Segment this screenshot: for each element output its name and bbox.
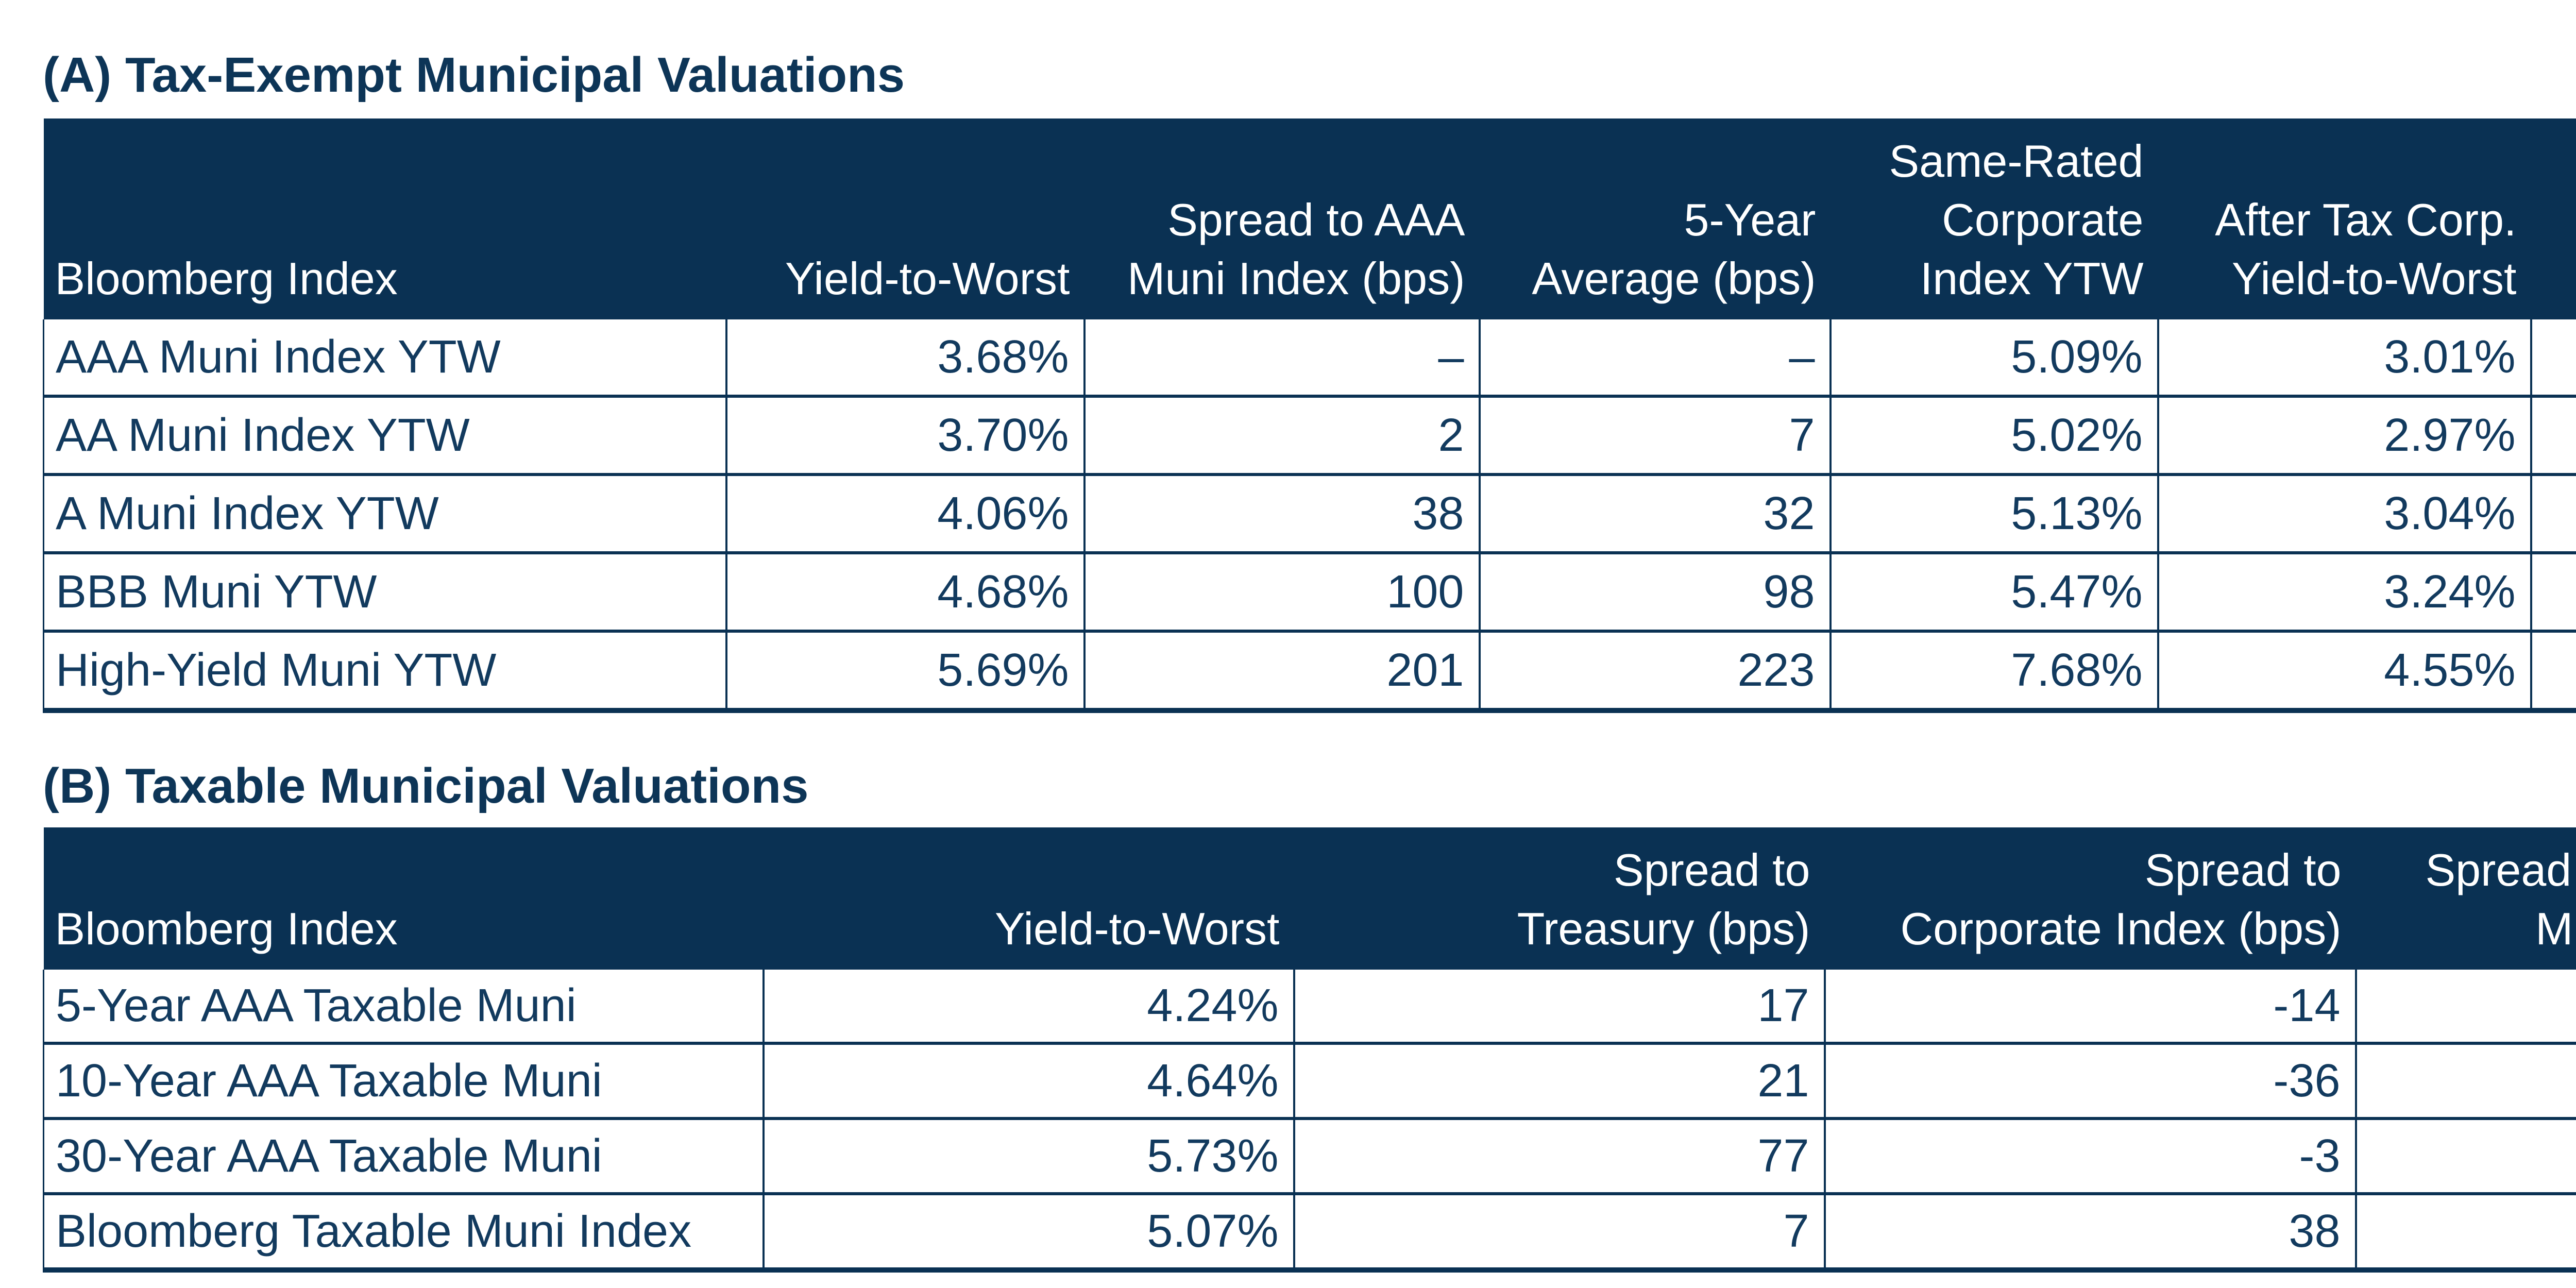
column-header-yield-to-worst: Yield-to-Worst [763, 827, 1294, 970]
table-cell: 119 [2354, 1118, 2576, 1195]
table-cell: 38 [1823, 1194, 2356, 1273]
table-row: 10-Year AAA Taxable Muni 4.64% 21 -36 14… [43, 1043, 2576, 1120]
table-cell: 223 [1478, 631, 1831, 713]
table-cell: -36 [1823, 1043, 2356, 1120]
row-label: AA Muni Index YTW [43, 396, 726, 476]
table-row: BBB Muni YTW 4.68% 100 98 5.47% 3.24% 14… [43, 553, 2576, 633]
column-header-after-tax-corp: After Tax Corp. Yield-to-Worst [2158, 118, 2531, 319]
table-cell: 4.06% [725, 474, 1084, 554]
table-cell: 5.73% [762, 1118, 1294, 1195]
table-cell: 5.13% [1829, 474, 2158, 554]
table-cell: 32 [1478, 474, 1831, 554]
table-cell: 114 [2530, 631, 2576, 713]
table-cell: 2.97% [2157, 396, 2531, 476]
row-label: A Muni Index YTW [43, 474, 726, 554]
table-cell: 73 [2530, 396, 2576, 476]
table-cell: 4.64% [762, 1043, 1294, 1120]
table-cell: 100 [1083, 553, 1480, 633]
table-cell: 124 [2354, 1194, 2576, 1273]
table-cell: 5.47% [1829, 553, 2158, 633]
table-cell: 98 [1478, 553, 1831, 633]
table-cell: 2 [1083, 396, 1480, 476]
table-cell: 3.24% [2157, 553, 2531, 633]
column-header-muni-after-tax-spread: Muni-After Tax Corporate Spread (bps) [2531, 118, 2576, 319]
row-label: BBB Muni YTW [43, 553, 726, 633]
table-cell: 154 [2354, 970, 2576, 1045]
tax-exempt-table-header: Bloomberg Index Yield-to-Worst Spread to… [43, 118, 2576, 319]
table-cell: 201 [1083, 631, 1480, 713]
table-cell: 146 [2354, 1043, 2576, 1120]
table-cell: 4.55% [2157, 631, 2531, 713]
row-label: High-Yield Muni YTW [43, 631, 726, 713]
table-row: Bloomberg Taxable Muni Index 5.07% 7 38 … [43, 1194, 2576, 1273]
table-cell: 5.07% [762, 1194, 1294, 1273]
column-header-bloomberg-index: Bloomberg Index [43, 827, 764, 970]
row-label: 5-Year AAA Taxable Muni [43, 970, 764, 1045]
table-cell: 7 [1478, 396, 1831, 476]
row-label: Bloomberg Taxable Muni Index [43, 1194, 764, 1273]
tax-exempt-valuations-table: Bloomberg Index Yield-to-Worst Spread to… [43, 118, 2576, 713]
column-header-spread-to-corporate: Spread to Corporate Index (bps) [1824, 827, 2356, 970]
header-row: Bloomberg Index Yield-to-Worst Spread to… [43, 827, 2576, 970]
column-header-spread-to-treasury: Spread to Treasury (bps) [1294, 827, 1825, 970]
table-row: AA Muni Index YTW 3.70% 2 7 5.02% 2.97% … [43, 396, 2576, 476]
table-cell: 38 [1083, 474, 1480, 554]
column-header-5-year-average: 5-Year Average (bps) [1479, 118, 1831, 319]
table-cell: -14 [1823, 970, 2356, 1045]
table-row: 30-Year AAA Taxable Muni 5.73% 77 -3 119 [43, 1118, 2576, 1195]
row-label: AAA Muni Index YTW [43, 319, 726, 398]
row-label: 10-Year AAA Taxable Muni [43, 1043, 764, 1120]
column-header-yield-to-worst: Yield-to-Worst [726, 118, 1084, 319]
table-cell: 7.68% [1829, 631, 2158, 713]
column-header-bloomberg-index: Bloomberg Index [43, 118, 726, 319]
table-row: AAA Muni Index YTW 3.68% – – 5.09% 3.01%… [43, 319, 2576, 398]
header-row: Bloomberg Index Yield-to-Worst Spread to… [43, 118, 2576, 319]
table-cell: 3.70% [725, 396, 1084, 476]
column-header-same-rated-corporate: Same-Rated Corporate Index YTW [1830, 118, 2158, 319]
table-cell: 3.04% [2157, 474, 2531, 554]
taxable-valuations-table: Bloomberg Index Yield-to-Worst Spread to… [43, 827, 2576, 1273]
table-cell: – [1478, 319, 1831, 398]
table-cell: 4.68% [725, 553, 1084, 633]
table-cell: 5.02% [1829, 396, 2158, 476]
table-cell: 17 [1293, 970, 1825, 1045]
table-row: A Muni Index YTW 4.06% 38 32 5.13% 3.04%… [43, 474, 2576, 554]
table-cell: 4.24% [762, 970, 1294, 1045]
table-cell: 5.09% [1829, 319, 2158, 398]
table-row: 5-Year AAA Taxable Muni 4.24% 17 -14 154 [43, 970, 2576, 1045]
table-cell: 7 [1293, 1194, 1825, 1273]
table-cell: 77 [1293, 1118, 1825, 1195]
table-cell: 3.01% [2157, 319, 2531, 398]
column-header-spread-to-tax-exempt: Spread to Tax-Exempt Muni Index (bps) [2355, 827, 2576, 970]
table-cell: – [1083, 319, 1480, 398]
table-cell: -3 [1823, 1118, 2356, 1195]
section-a-title: (A) Tax-Exempt Municipal Valuations [43, 47, 905, 103]
table-row: High-Yield Muni YTW 5.69% 201 223 7.68% … [43, 631, 2576, 713]
table-cell: 3.68% [725, 319, 1084, 398]
table-cell: 21 [1293, 1043, 1825, 1120]
table-cell: 67 [2530, 319, 2576, 398]
table-cell: 103 [2530, 474, 2576, 554]
section-b-title: (B) Taxable Municipal Valuations [43, 758, 809, 814]
taxable-table-header: Bloomberg Index Yield-to-Worst Spread to… [43, 827, 2576, 970]
row-label: 30-Year AAA Taxable Muni [43, 1118, 764, 1195]
column-header-spread-to-aaa: Spread to AAA Muni Index (bps) [1084, 118, 1480, 319]
table-cell: 144 [2530, 553, 2576, 633]
table-cell: 5.69% [725, 631, 1084, 713]
